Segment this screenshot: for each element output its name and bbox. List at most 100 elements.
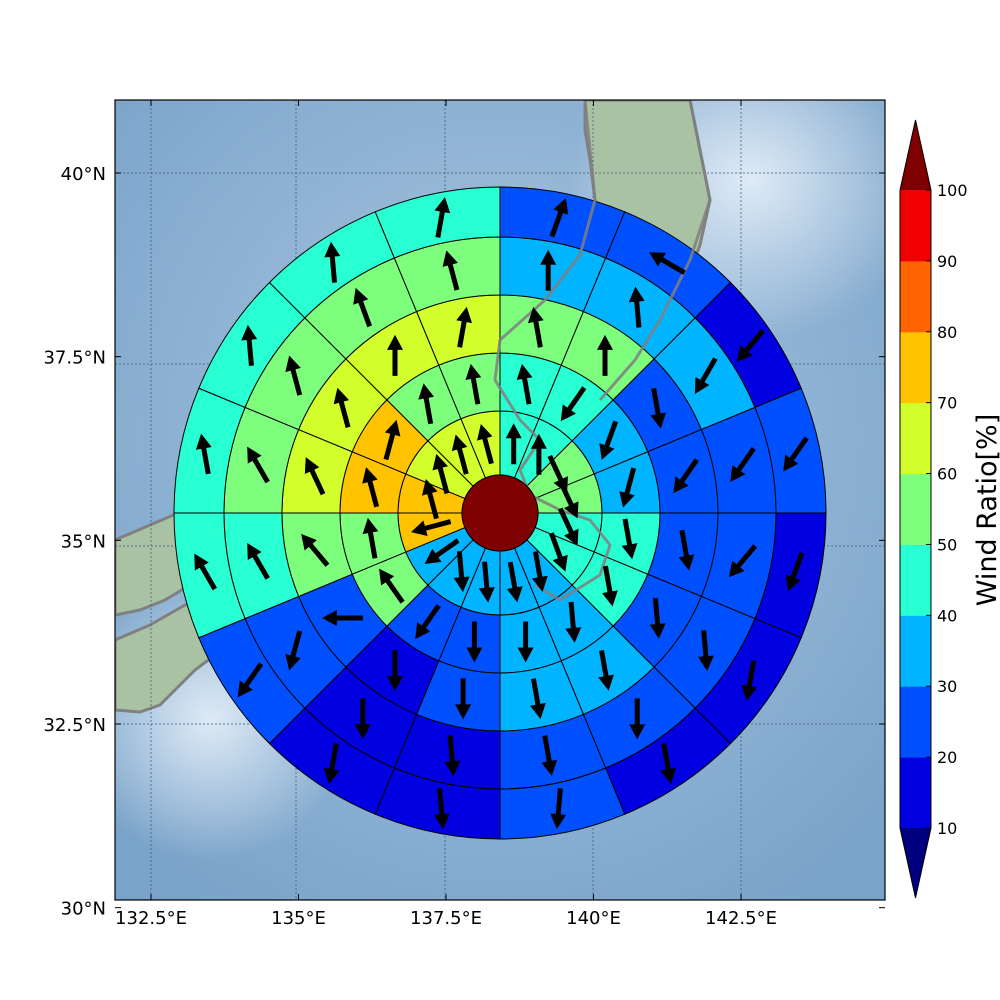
wind-arrow-ring5-5 [785, 552, 805, 592]
wind-arrow-ring4-10 [354, 698, 371, 740]
arrow-shape [456, 306, 473, 348]
wind-arrow-ring3-6 [649, 597, 666, 639]
map-frame [114, 99, 886, 901]
arrow-shape [557, 480, 579, 519]
wind-arrow-ring5-6 [741, 660, 758, 701]
arrow-shape [442, 250, 460, 291]
colorbar-extend-over [900, 120, 931, 190]
wind-arrow-ring4-3 [694, 357, 718, 394]
arrow-shape [387, 650, 403, 692]
arrow-shape [247, 446, 270, 484]
arrow-shape [678, 529, 695, 571]
colorbar: 10 20 30 40 50 60 70 80 90 100 [899, 119, 968, 899]
x-tick-label-0: 132.5°E [115, 908, 187, 929]
wind-arrow-ring3-13 [304, 457, 326, 496]
arrow-shape [324, 241, 341, 283]
wind-arrow-ring1-16 [477, 424, 494, 465]
arrow-shape [530, 433, 547, 475]
wind-arrow-ring2-5 [621, 518, 638, 560]
arrow-shape [321, 610, 363, 626]
arrow-shape [451, 434, 469, 475]
arrow-shape [466, 621, 483, 663]
wind-arrow-ring5-3 [736, 328, 766, 362]
y-tick-label-0: 30°N [61, 899, 106, 920]
wind-arrow-ring1-15 [451, 434, 469, 475]
coastline-overlay [493, 100, 712, 602]
arrow-shape [697, 630, 714, 672]
wind-arrow-ring1-12 [411, 519, 452, 536]
arrow-shape [728, 544, 758, 578]
wind-arrow-ring1-9 [478, 561, 495, 603]
wind-arrow-ring5-14 [241, 324, 258, 366]
arrow-shape [353, 287, 372, 328]
wind-arrow-ring3-1 [527, 306, 544, 348]
arrow-shape [694, 357, 718, 394]
arrow-shape [660, 743, 677, 784]
x-axis-ticks: 132.5°E 135°E 137.5°E 140°E 142.5°E [115, 100, 777, 929]
wind-arrow-ring2-10 [415, 604, 441, 640]
colorbar-tick-label-5: 60 [937, 465, 957, 484]
wind-arrow-ring1-5 [557, 507, 579, 546]
wind-arrow-ring4-11 [285, 630, 303, 671]
map-panel [115, 100, 885, 900]
wind-arrow-ring5-8 [550, 788, 567, 830]
arrow-shape [323, 743, 340, 784]
wind-arrow-ring1-7 [532, 551, 548, 592]
arrow-shape [434, 197, 451, 238]
arrow-shape [354, 698, 371, 740]
arrow-shape [415, 604, 441, 640]
wind-arrow-ring5-7 [660, 743, 677, 784]
colorbar-segment-7 [900, 260, 931, 333]
wind-arrow-ring2-8 [517, 621, 534, 663]
arrow-shape [505, 423, 522, 465]
colorbar-tick-label-1: 20 [937, 748, 957, 767]
arrow-shape [783, 436, 809, 472]
arrow-shape [560, 386, 587, 422]
arrow-shape [383, 419, 401, 461]
colorbar-tick-label-6: 70 [937, 394, 957, 413]
arrow-shape [549, 532, 568, 572]
arrow-shape [411, 519, 452, 536]
wind-arrow-ring5-15 [324, 241, 341, 283]
arrow-shape [649, 597, 666, 639]
wind-arrow-ring4-16 [442, 250, 460, 291]
arrow-shape [195, 433, 212, 475]
wind-arrow-ring1-4 [557, 480, 579, 519]
wind-arrow-ring1-13 [422, 479, 439, 520]
wind-arrow-ring3-5 [678, 529, 695, 571]
wind-arrow-ring2-14 [383, 419, 401, 461]
colorbar-tick-label-8: 90 [937, 252, 957, 271]
colorbar-tick-label-0: 10 [937, 819, 957, 838]
arrow-shape [247, 543, 270, 580]
arrow-shape [433, 788, 450, 830]
sector-ring5-16 [374, 186, 501, 259]
arrow-shape [418, 383, 435, 425]
arrow-shape [517, 621, 534, 663]
arrow-shape [628, 286, 645, 328]
arrow-shape [649, 252, 686, 275]
wind-arrow-ring4-2 [628, 286, 645, 328]
colorbar-segment-5 [900, 402, 931, 475]
wind-arrow-ring4-7 [629, 698, 646, 740]
wind-arrow-ring4-13 [247, 446, 270, 484]
wind-arrow-ring4-5 [728, 544, 758, 578]
arrow-shape [527, 306, 544, 348]
arrow-shape [237, 662, 264, 698]
wind-arrow-ring1-8 [506, 561, 523, 603]
arrow-shape [565, 601, 582, 643]
wind-arrow-ring3-8 [530, 678, 546, 720]
x-tick-label-2: 137.5°E [410, 908, 482, 929]
wind-arrow-ring4-12 [247, 543, 270, 580]
wind-arrow-ring2-15 [418, 383, 435, 425]
wind-arrow-ring2-4 [619, 467, 637, 508]
wind-arrow-ring4-9 [444, 735, 461, 777]
y-axis-ticks: 30°N 32.5°N 35°N 37.5°N 40°N [43, 164, 885, 920]
arrow-shape [530, 678, 546, 720]
wind-arrow-ring3-9 [455, 678, 472, 720]
arrow-shape [362, 517, 379, 559]
wind-arrow-ring3-12 [301, 533, 330, 567]
center-disc [461, 474, 539, 552]
arrow-shape [597, 334, 613, 376]
arrow-shape [362, 467, 380, 508]
